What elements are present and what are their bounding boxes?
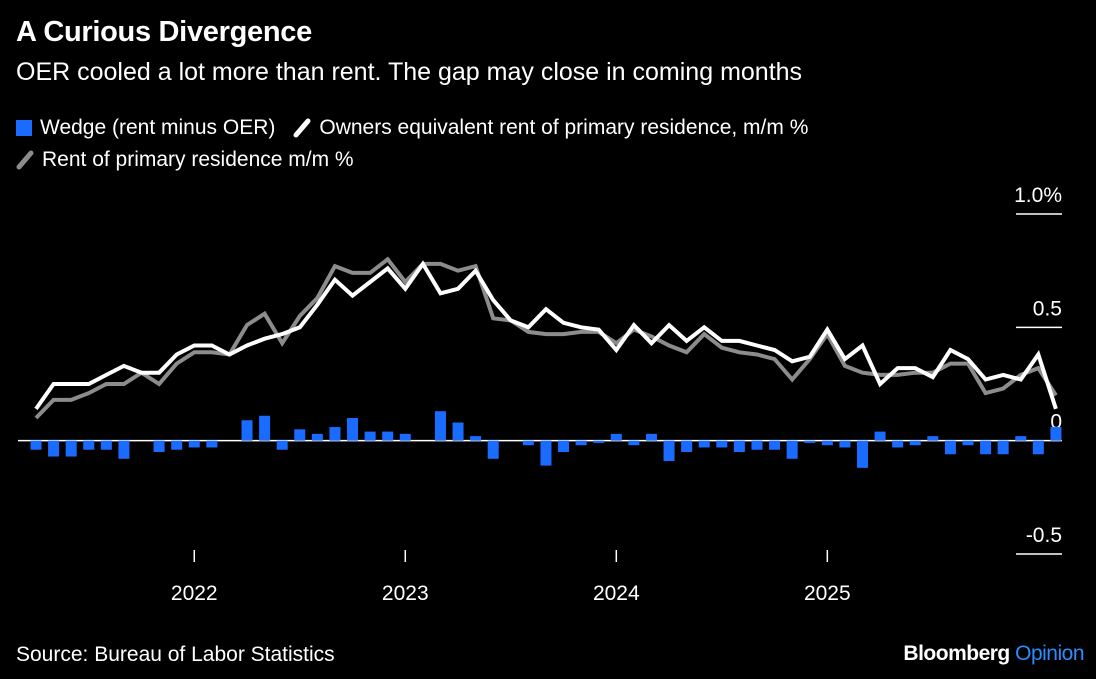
legend-label-oer: Owners equivalent rent of primary reside… <box>319 116 809 139</box>
brand-logo: Bloomberg Opinion <box>903 642 1084 666</box>
wedge-bar <box>347 418 359 441</box>
wedge-bar <box>980 440 992 455</box>
series-line-rent <box>34 256 1058 420</box>
wedge-bar <box>206 440 218 448</box>
wedge-bar <box>1032 440 1044 455</box>
chart-legend: Wedge (rent minus OER) Owners equivalent… <box>16 112 1076 176</box>
wedge-bar <box>804 440 816 443</box>
wedge-bar <box>329 427 341 441</box>
chart-subtitle: OER cooled a lot more than rent. The gap… <box>16 58 803 86</box>
legend-item-rent: Rent of primary residence m/m % <box>16 144 354 176</box>
brand-name: Bloomberg <box>903 642 1010 665</box>
line-bar-chart: 1.0% 0.5 0 -0.5 2022 2023 2024 2025 <box>18 184 1062 605</box>
wedge-bar <box>558 440 570 452</box>
wedge-bar <box>962 440 974 446</box>
wedge-bar <box>399 433 411 441</box>
wedge-bar <box>540 440 552 466</box>
chart-title: A Curious Divergence <box>16 16 312 48</box>
wedge-bar <box>751 440 763 450</box>
wedge-bar <box>821 440 833 446</box>
wedge-bar <box>663 440 675 462</box>
x-tick-label: 2022 <box>171 582 218 605</box>
wedge-bar <box>522 440 534 446</box>
wedge-bar <box>856 440 868 468</box>
wedge-bar <box>575 440 587 446</box>
legend-swatch-wedge <box>16 120 32 136</box>
wedge-bar <box>452 422 464 441</box>
legend-item-oer: Owners equivalent rent of primary reside… <box>293 112 808 144</box>
wedge-bar <box>1015 436 1027 441</box>
wedge-bar <box>470 436 482 441</box>
legend-label-rent: Rent of primary residence m/m % <box>42 148 354 171</box>
y-tick-label: 1.0% <box>1014 184 1062 207</box>
wedge-bar <box>645 433 657 441</box>
wedge-bar <box>909 440 921 446</box>
wedge-bar <box>311 433 323 441</box>
y-tick-label: 0.5 <box>1033 297 1062 320</box>
wedge-bar <box>487 440 499 459</box>
wedge-bar <box>188 440 200 448</box>
wedge-bar <box>628 440 640 446</box>
legend-swatch-oer <box>293 118 311 138</box>
wedge-bar <box>364 431 376 441</box>
wedge-bar <box>786 440 798 459</box>
wedge-bar <box>241 420 253 441</box>
wedge-bar <box>593 440 605 443</box>
legend-swatch-rent <box>16 150 34 170</box>
wedge-bar <box>733 440 745 452</box>
wedge-bar <box>610 433 622 441</box>
wedge-bar <box>698 440 710 448</box>
legend-item-wedge: Wedge (rent minus OER) <box>16 112 275 144</box>
legend-label-wedge: Wedge (rent minus OER) <box>40 116 276 139</box>
wedge-bar <box>294 429 306 441</box>
wedge-bar <box>681 440 693 452</box>
x-tick-label: 2023 <box>382 582 429 605</box>
wedge-bar <box>927 436 939 441</box>
wedge-bar <box>769 440 781 450</box>
wedge-bar <box>839 440 851 448</box>
brand-suffix: Opinion <box>1015 642 1084 665</box>
wedge-bar <box>259 415 271 441</box>
wedge-bar <box>30 440 42 450</box>
wedge-bar <box>434 411 446 441</box>
x-tick-label: 2024 <box>593 582 640 605</box>
wedge-bar <box>153 440 165 452</box>
y-tick-label: -0.5 <box>1026 524 1062 547</box>
wedge-bar <box>65 440 77 457</box>
wedge-bar <box>716 440 728 448</box>
wedge-bar <box>892 440 904 448</box>
wedge-bar <box>997 440 1009 455</box>
wedge-bar <box>48 440 60 457</box>
series-line-oer <box>34 260 1058 411</box>
wedge-bar <box>100 440 112 450</box>
wedge-bar <box>874 431 886 441</box>
x-tick-label: 2025 <box>804 582 851 605</box>
wedge-bar <box>118 440 130 459</box>
source-note: Source: Bureau of Labor Statistics <box>16 643 335 666</box>
wedge-bar <box>1050 427 1062 441</box>
y-tick-label: 0 <box>1050 411 1062 434</box>
wedge-bar <box>171 440 183 450</box>
wedge-bar <box>276 440 288 450</box>
wedge-bar <box>944 440 956 455</box>
wedge-bar <box>83 440 95 450</box>
wedge-bar <box>382 431 394 441</box>
